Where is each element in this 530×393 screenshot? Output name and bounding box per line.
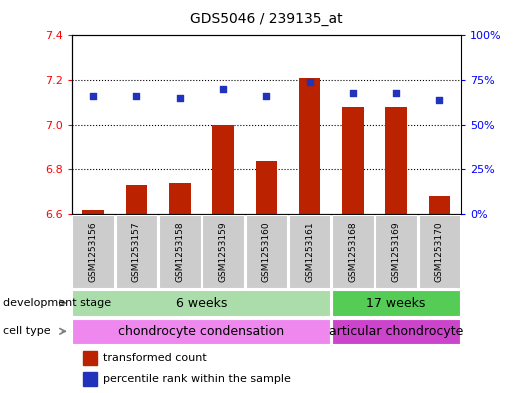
Text: GSM1253159: GSM1253159: [218, 221, 227, 282]
FancyBboxPatch shape: [73, 319, 330, 344]
Point: [262, 93, 270, 99]
Bar: [126, 185, 147, 214]
FancyBboxPatch shape: [419, 215, 460, 288]
Bar: [83, 351, 97, 365]
Bar: [169, 183, 191, 214]
Point: [305, 79, 314, 85]
FancyBboxPatch shape: [289, 215, 330, 288]
Bar: [429, 196, 450, 214]
Point: [435, 97, 444, 103]
Bar: [255, 160, 277, 214]
Text: GSM1253158: GSM1253158: [175, 221, 184, 282]
Bar: [342, 107, 364, 214]
Bar: [299, 78, 321, 214]
Text: articular chondrocyte: articular chondrocyte: [329, 325, 463, 338]
Bar: [82, 210, 104, 214]
FancyBboxPatch shape: [202, 215, 244, 288]
Text: cell type: cell type: [3, 326, 50, 336]
Point: [219, 86, 227, 92]
Point: [349, 90, 357, 97]
Bar: [385, 107, 407, 214]
Point: [89, 93, 98, 99]
Text: GSM1253160: GSM1253160: [262, 221, 271, 282]
Text: GSM1253170: GSM1253170: [435, 221, 444, 282]
Text: chondrocyte condensation: chondrocyte condensation: [118, 325, 285, 338]
Text: transformed count: transformed count: [103, 353, 207, 364]
FancyBboxPatch shape: [73, 290, 330, 316]
Text: 6 weeks: 6 weeks: [176, 296, 227, 310]
FancyBboxPatch shape: [116, 215, 157, 288]
Bar: [212, 125, 234, 214]
FancyBboxPatch shape: [73, 215, 114, 288]
Text: development stage: development stage: [3, 298, 111, 308]
Text: GSM1253161: GSM1253161: [305, 221, 314, 282]
FancyBboxPatch shape: [245, 215, 287, 288]
Point: [392, 90, 401, 97]
Bar: [83, 372, 97, 386]
Point: [175, 95, 184, 101]
Text: GSM1253157: GSM1253157: [132, 221, 141, 282]
Text: GSM1253156: GSM1253156: [89, 221, 98, 282]
FancyBboxPatch shape: [332, 319, 460, 344]
FancyBboxPatch shape: [375, 215, 417, 288]
Point: [132, 93, 141, 99]
FancyBboxPatch shape: [159, 215, 200, 288]
Text: percentile rank within the sample: percentile rank within the sample: [103, 374, 292, 384]
Text: GDS5046 / 239135_at: GDS5046 / 239135_at: [190, 11, 342, 26]
FancyBboxPatch shape: [332, 215, 374, 288]
Text: GSM1253168: GSM1253168: [348, 221, 357, 282]
Text: GSM1253169: GSM1253169: [392, 221, 401, 282]
Text: 17 weeks: 17 weeks: [366, 296, 426, 310]
FancyBboxPatch shape: [332, 290, 460, 316]
